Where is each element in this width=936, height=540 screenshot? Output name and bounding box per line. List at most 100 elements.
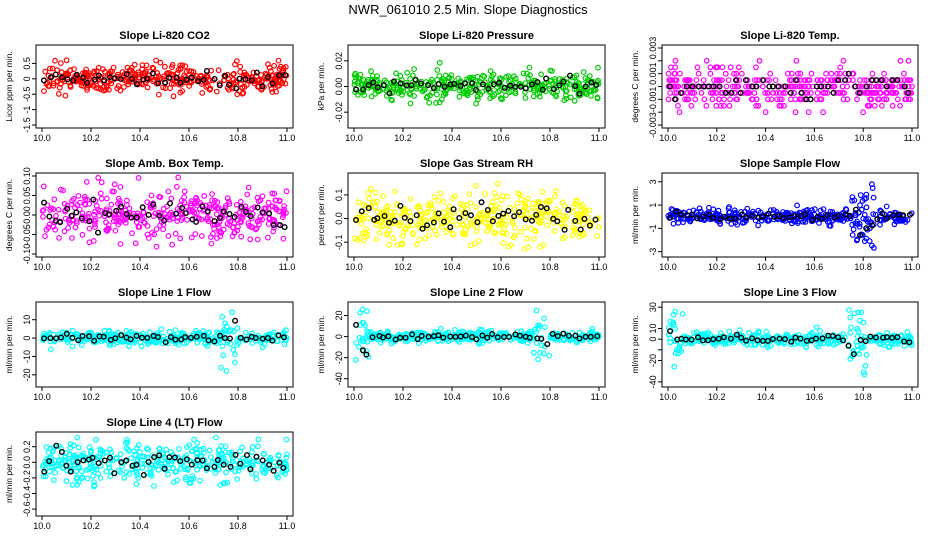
- reference-point: [682, 336, 689, 343]
- x-tick-label: 11.0: [279, 262, 296, 272]
- data-point: [157, 222, 163, 229]
- reference-point: [845, 70, 852, 77]
- reference-point: [688, 336, 695, 343]
- data-point: [86, 444, 93, 451]
- reference-point: [75, 337, 82, 344]
- data-point: [261, 341, 268, 348]
- data-point: [703, 102, 710, 109]
- data-point: [731, 70, 737, 77]
- data-point: [397, 219, 404, 226]
- data-point: [103, 219, 109, 226]
- data-point: [180, 463, 187, 470]
- data-point: [377, 339, 384, 346]
- reference-point: [775, 83, 782, 90]
- data-point: [79, 231, 86, 238]
- reference-point: [264, 335, 271, 342]
- data-point: [182, 63, 189, 70]
- data-point: [41, 88, 47, 94]
- data-point: [473, 100, 479, 107]
- reference-point: [733, 77, 740, 84]
- data-point: [64, 202, 71, 209]
- data-point: [850, 77, 856, 83]
- data-point: [768, 96, 775, 103]
- reference-point: [178, 204, 185, 211]
- reference-point: [522, 216, 529, 223]
- data-point: [150, 464, 157, 471]
- reference-point: [203, 67, 210, 74]
- reference-point: [835, 334, 842, 341]
- data-point: [204, 73, 211, 80]
- data-point: [742, 217, 748, 223]
- x-tick-label: 10.4: [757, 392, 775, 402]
- reference-point: [467, 212, 474, 219]
- data-point: [170, 465, 177, 472]
- reference-point: [760, 213, 767, 220]
- y-tick-label: -0.05: [22, 224, 32, 245]
- data-point: [233, 201, 240, 208]
- data-point: [804, 89, 811, 96]
- panel-title: Slope Gas Stream RH: [420, 158, 533, 170]
- data-point: [237, 63, 244, 70]
- data-point: [737, 327, 743, 334]
- data-point: [721, 96, 728, 103]
- data-point: [213, 211, 220, 218]
- data-point: [535, 322, 541, 329]
- reference-point: [489, 218, 496, 225]
- data-point: [61, 228, 68, 235]
- data-point: [168, 195, 175, 202]
- data-point: [103, 84, 110, 91]
- reference-point: [182, 210, 189, 217]
- data-point: [397, 222, 403, 229]
- reference-point: [782, 83, 789, 90]
- data-point: [371, 199, 377, 206]
- data-point: [65, 216, 72, 223]
- x-tick-label: 10.6: [180, 262, 198, 272]
- reference-point: [818, 215, 825, 222]
- y-tick-label: -20: [648, 354, 658, 367]
- y-tick-label: -0.1: [334, 234, 344, 250]
- reference-point: [253, 69, 260, 76]
- data-point: [356, 343, 362, 350]
- data-point: [563, 332, 570, 339]
- reference-point: [494, 334, 501, 341]
- reference-point: [835, 77, 842, 84]
- data-point: [729, 83, 736, 90]
- data-point: [561, 202, 568, 209]
- data-point: [73, 220, 80, 227]
- reference-point: [417, 80, 424, 87]
- data-point: [356, 334, 363, 341]
- reference-point: [161, 465, 168, 472]
- data-point: [56, 84, 63, 91]
- reference-point: [473, 336, 480, 343]
- data-point: [110, 341, 117, 348]
- data-point: [250, 69, 257, 76]
- reference-point: [869, 222, 876, 229]
- reference-point: [517, 83, 524, 90]
- reference-point: [825, 83, 832, 90]
- data-point: [166, 216, 173, 223]
- data-point: [817, 328, 823, 334]
- data-point: [715, 207, 722, 214]
- reference-point: [534, 79, 541, 86]
- panel-4: Slope Amb. Box Temp. 10.0 10.2 10.4 10.6 10.8…: [4, 158, 295, 272]
- data-point: [165, 188, 172, 195]
- data-point: [374, 209, 381, 215]
- data-point: [359, 306, 366, 313]
- data-point: [413, 241, 420, 248]
- reference-point: [496, 79, 503, 86]
- data-point: [147, 201, 154, 208]
- data-point: [63, 57, 70, 64]
- data-point: [181, 194, 188, 201]
- data-point: [164, 471, 171, 478]
- reference-point: [797, 335, 804, 342]
- reference-point: [156, 452, 163, 459]
- data-point: [253, 471, 259, 477]
- data-point: [389, 97, 395, 104]
- reference-point: [501, 84, 508, 91]
- data-point: [249, 449, 255, 456]
- data-point: [172, 327, 179, 334]
- data-point: [355, 199, 362, 206]
- reference-point: [41, 468, 48, 475]
- data-point: [743, 83, 749, 90]
